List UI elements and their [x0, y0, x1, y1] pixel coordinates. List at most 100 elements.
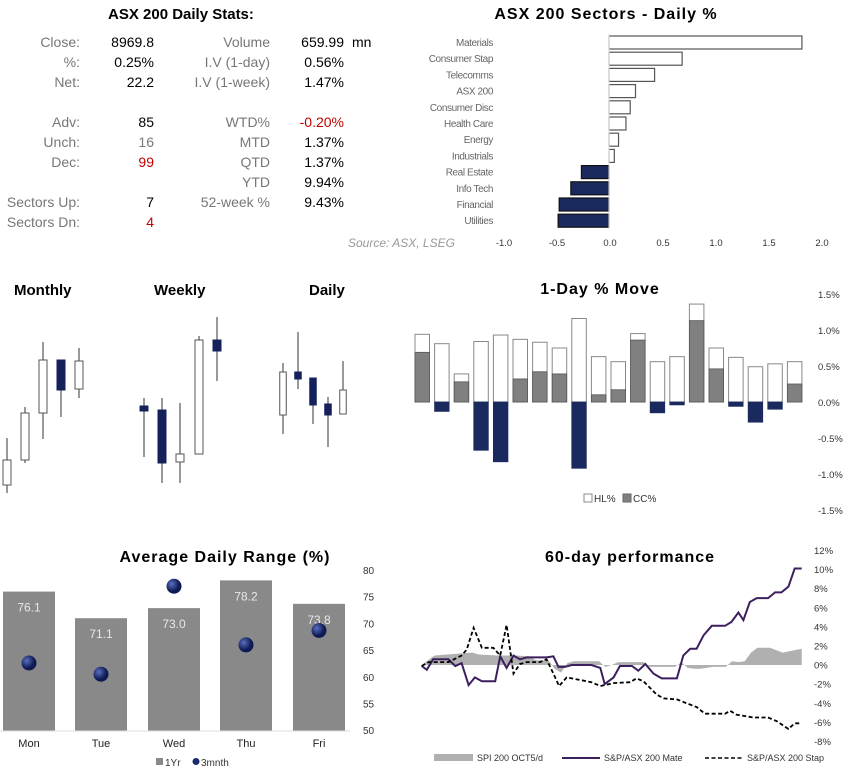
cc-bar [669, 401, 685, 406]
three-month-dot [93, 666, 109, 682]
legend-swatch-spi [434, 754, 473, 761]
weekly-title: Weekly [154, 282, 206, 299]
x-tick-label: Mon [18, 738, 39, 750]
stat-value: 22.2 [126, 74, 154, 90]
x-tick-label: 0.0 [603, 238, 616, 249]
legend-label: S&P/ASX 200 Stap [747, 753, 824, 763]
sector-label: ASX 200 [456, 87, 494, 98]
candle-body [139, 405, 149, 412]
cc-bar [434, 401, 450, 412]
candlestick-charts [2, 317, 347, 493]
y-tick-label: 1.5% [818, 290, 840, 301]
stat-label: YTD [242, 174, 270, 190]
candle-body [294, 371, 302, 380]
legend-label: 3mnth [201, 758, 229, 769]
candle-body [339, 389, 347, 415]
y-tick-label: 4% [814, 622, 828, 633]
bar-data-label: 78.2 [234, 589, 258, 603]
cc-bar [649, 401, 666, 414]
stat-value: 99 [138, 154, 154, 170]
legend-label: CC% [633, 494, 656, 505]
cc-bar [551, 373, 568, 403]
legend-label: SPI 200 OCT5/d [477, 753, 543, 763]
stat-label: Volume [223, 34, 270, 50]
legend-swatch-hl [583, 493, 593, 503]
stat-label: MTD [239, 134, 270, 150]
adr-title: Average Daily Range (%) [119, 549, 331, 566]
x-tick-label: -0.5 [549, 238, 565, 249]
candle-body [74, 360, 84, 390]
stat-label: 52-week % [200, 194, 270, 210]
candle-body [56, 359, 66, 391]
y-tick-label: -2% [814, 680, 831, 691]
three-month-dot [238, 637, 254, 653]
bar-data-label: 76.1 [17, 601, 41, 615]
legend-swatch-1yr [156, 758, 163, 765]
stat-value: 1.37% [304, 134, 344, 150]
legend-swatch-cc [622, 493, 632, 503]
stat-value: 85 [138, 114, 154, 130]
x-tick-label: Wed [163, 738, 185, 750]
one-day-move-chart: 1.5% 1.0% 0.5% 0.0% -0.5% -1.0% -1.5% HL% CC% [414, 290, 843, 517]
sector-label: Consumer Disc [430, 103, 494, 114]
candle-body [38, 359, 48, 414]
y-tick-label: 70 [363, 619, 375, 630]
three-month-dot [311, 622, 327, 638]
bar-data-label: 73.8 [307, 613, 331, 627]
legend-label: S&P/ASX 200 Mate [604, 753, 683, 763]
sector-label: Health Care [444, 119, 494, 130]
x-tick-label: 0.5 [656, 238, 669, 249]
stat-label: %: [63, 54, 80, 70]
cc-bar [414, 351, 430, 403]
cc-bar [708, 368, 724, 403]
cc-bar [747, 401, 764, 423]
cc-bar [473, 401, 489, 451]
stat-label: WTD% [225, 114, 270, 130]
bar-data-label: 71.1 [89, 627, 113, 641]
y-tick-label: 60 [363, 673, 375, 684]
x-tick-label: 2.0 [815, 238, 828, 249]
candle-body [212, 339, 222, 352]
candle-body [2, 459, 12, 486]
stap-line [421, 624, 802, 731]
sector-label: Utilities [464, 216, 493, 227]
candle-body [324, 403, 332, 416]
sectors-title: ASX 200 Sectors - Daily % [494, 6, 718, 23]
mate-line [421, 567, 802, 688]
stat-value: 1.37% [304, 154, 344, 170]
stat-value: 8969.8 [111, 34, 154, 50]
stat-value: 0.25% [114, 54, 154, 70]
spi-area [421, 647, 802, 673]
y-tick-label: -1.0% [818, 470, 843, 481]
x-tick-label: -1.0 [496, 238, 512, 249]
stat-value: 7 [146, 194, 154, 210]
sector-label: Materials [456, 38, 493, 49]
stat-value: 16 [138, 134, 154, 150]
y-tick-label: 0.5% [818, 362, 840, 373]
x-tick-label: 1.0 [709, 238, 722, 249]
candle-body [157, 409, 167, 464]
stat-label: Sectors Up: [6, 194, 80, 210]
three-month-dot [166, 578, 182, 594]
cc-bar [787, 383, 803, 403]
cc-bar [610, 389, 626, 403]
stat-label: Adv: [51, 114, 80, 130]
y-tick-label: 80 [363, 566, 375, 577]
sector-label: Consumer Stap [429, 54, 494, 65]
candle-body [279, 371, 287, 416]
stat-value: 1.47% [304, 74, 344, 90]
sector-label: Telecomms [446, 70, 493, 81]
legend-label: HL% [594, 494, 616, 505]
x-tick-label: Fri [313, 738, 326, 750]
range-bar [220, 580, 272, 731]
sector-label: Energy [464, 135, 494, 146]
stat-value: -0.20% [299, 114, 344, 130]
sectors-chart: Materials Consumer Stap Telecomms ASX 200 Co… [429, 34, 829, 249]
cc-bar [453, 381, 470, 403]
y-tick-label: -0.5% [818, 434, 843, 445]
y-tick-label: 0% [814, 661, 828, 672]
sector-label: Financial [457, 200, 494, 211]
legend-label: 1Yr [165, 758, 181, 769]
stat-value: 9.43% [304, 194, 344, 210]
